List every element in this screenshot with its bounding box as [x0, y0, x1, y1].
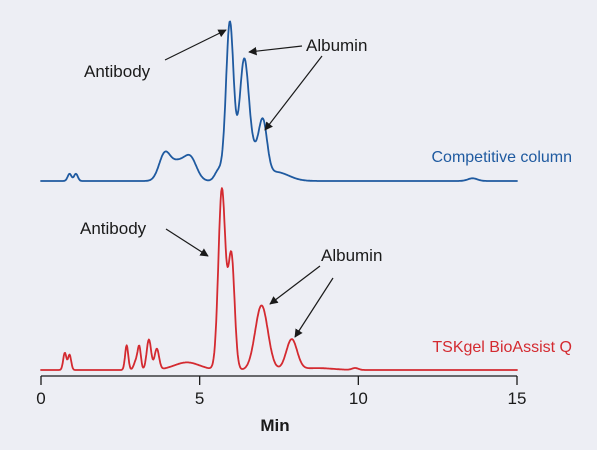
- x-axis-label: Min: [260, 416, 289, 435]
- x-axis-ticks: 0 5 10 15: [36, 376, 526, 408]
- annotation-albumin-top-1: Albumin: [306, 36, 367, 55]
- annotation-antibody-top: Antibody: [84, 62, 151, 81]
- annotation-antibody-bottom: Antibody: [80, 219, 147, 238]
- arrow-albumin-top-1: [248, 45, 303, 56]
- arrow-antibody-bottom: [165, 228, 209, 257]
- annotation-albumin-bottom-1: Albumin: [321, 246, 382, 265]
- arrow-antibody-top: [164, 29, 227, 61]
- series-line-competitive-column: [40, 20, 518, 182]
- arrow-albumin-bottom-1: [269, 265, 321, 305]
- x-tick-label-10: 10: [349, 389, 368, 408]
- arrow-albumin-bottom-2: [294, 277, 334, 338]
- series-line-tskgel-bioassist-q: [40, 187, 518, 371]
- x-tick-label-15: 15: [508, 389, 527, 408]
- arrow-albumin-top-2: [264, 55, 323, 131]
- series-label-tskgel-bioassist-q: TSKgel BioAssist Q: [432, 339, 572, 356]
- x-tick-label-0: 0: [36, 389, 45, 408]
- series-label-competitive-column: Competitive column: [432, 149, 573, 166]
- x-tick-label-5: 5: [195, 389, 204, 408]
